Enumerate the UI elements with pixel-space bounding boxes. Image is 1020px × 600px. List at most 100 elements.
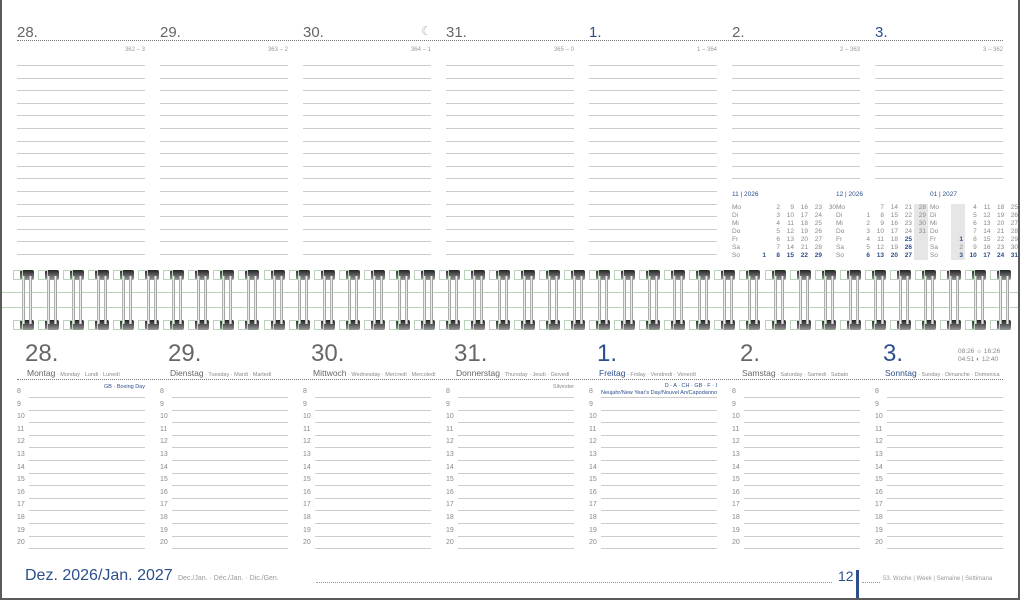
hour-line[interactable] [887,397,1003,398]
hour-line[interactable] [172,460,288,461]
writing-line[interactable] [303,102,431,104]
hour-line[interactable] [315,497,431,499]
writing-line[interactable] [446,191,574,192]
writing-line[interactable] [17,216,145,218]
writing-line[interactable] [589,115,717,117]
hour-line[interactable] [172,510,288,512]
hour-line[interactable] [29,548,145,550]
hour-line[interactable] [744,497,860,499]
hour-line[interactable] [744,535,860,537]
writing-line[interactable] [446,228,574,230]
hour-line[interactable] [601,497,717,499]
hour-line[interactable] [601,460,717,461]
hour-line[interactable] [172,434,288,436]
writing-line[interactable] [589,65,717,66]
writing-line[interactable] [446,241,574,243]
writing-line[interactable] [732,165,860,167]
writing-line[interactable] [303,65,431,66]
writing-line[interactable] [732,178,860,180]
hour-line[interactable] [601,422,717,424]
writing-line[interactable] [732,115,860,117]
writing-line[interactable] [875,90,1003,92]
writing-line[interactable] [303,165,431,167]
hour-line[interactable] [172,397,288,398]
hour-line[interactable] [315,548,431,550]
hour-line[interactable] [458,447,574,449]
writing-line[interactable] [875,165,1003,167]
writing-line[interactable] [589,228,717,230]
hour-line[interactable] [744,422,860,424]
hour-line[interactable] [29,523,145,524]
writing-line[interactable] [446,203,574,205]
writing-line[interactable] [732,65,860,66]
writing-line[interactable] [160,153,288,155]
writing-line[interactable] [875,128,1003,129]
hour-line[interactable] [601,510,717,512]
writing-line[interactable] [17,128,145,129]
writing-line[interactable] [446,90,574,92]
hour-line[interactable] [172,409,288,411]
writing-line[interactable] [446,254,574,255]
hour-line[interactable] [887,422,1003,424]
hour-line[interactable] [458,497,574,499]
hour-line[interactable] [601,485,717,487]
hour-line[interactable] [744,447,860,449]
writing-line[interactable] [160,90,288,92]
hour-line[interactable] [887,472,1003,474]
hour-line[interactable] [315,422,431,424]
hour-line[interactable] [172,447,288,449]
writing-line[interactable] [875,178,1003,180]
hour-line[interactable] [744,434,860,436]
writing-line[interactable] [303,178,431,180]
hour-line[interactable] [29,434,145,436]
hour-line[interactable] [315,460,431,461]
hour-line[interactable] [315,397,431,398]
hour-line[interactable] [458,472,574,474]
hour-line[interactable] [887,485,1003,487]
writing-line[interactable] [160,228,288,230]
writing-line[interactable] [303,140,431,142]
hour-line[interactable] [744,460,860,461]
writing-line[interactable] [17,102,145,104]
writing-line[interactable] [446,178,574,180]
writing-line[interactable] [875,140,1003,142]
hour-line[interactable] [172,497,288,499]
writing-line[interactable] [446,153,574,155]
writing-line[interactable] [589,203,717,205]
writing-line[interactable] [446,128,574,129]
writing-line[interactable] [303,254,431,255]
writing-line[interactable] [589,153,717,155]
hour-line[interactable] [887,548,1003,550]
hour-line[interactable] [744,510,860,512]
hour-line[interactable] [887,447,1003,449]
hour-line[interactable] [172,548,288,550]
hour-line[interactable] [29,485,145,487]
hour-line[interactable] [601,434,717,436]
hour-line[interactable] [601,447,717,449]
hour-line[interactable] [458,548,574,550]
writing-line[interactable] [160,191,288,192]
writing-line[interactable] [589,216,717,218]
hour-line[interactable] [458,510,574,512]
writing-line[interactable] [446,102,574,104]
writing-line[interactable] [160,241,288,243]
hour-line[interactable] [601,548,717,550]
hour-line[interactable] [29,422,145,424]
hour-line[interactable] [315,510,431,512]
hour-line[interactable] [29,497,145,499]
writing-line[interactable] [17,165,145,167]
writing-line[interactable] [303,153,431,155]
writing-line[interactable] [589,140,717,142]
writing-line[interactable] [589,102,717,104]
hour-line[interactable] [887,510,1003,512]
hour-line[interactable] [744,409,860,411]
hour-line[interactable] [29,460,145,461]
writing-line[interactable] [589,241,717,243]
writing-line[interactable] [589,254,717,255]
writing-line[interactable] [446,65,574,66]
writing-line[interactable] [160,203,288,205]
writing-line[interactable] [160,102,288,104]
writing-line[interactable] [160,178,288,180]
writing-line[interactable] [17,203,145,205]
hour-line[interactable] [172,422,288,424]
